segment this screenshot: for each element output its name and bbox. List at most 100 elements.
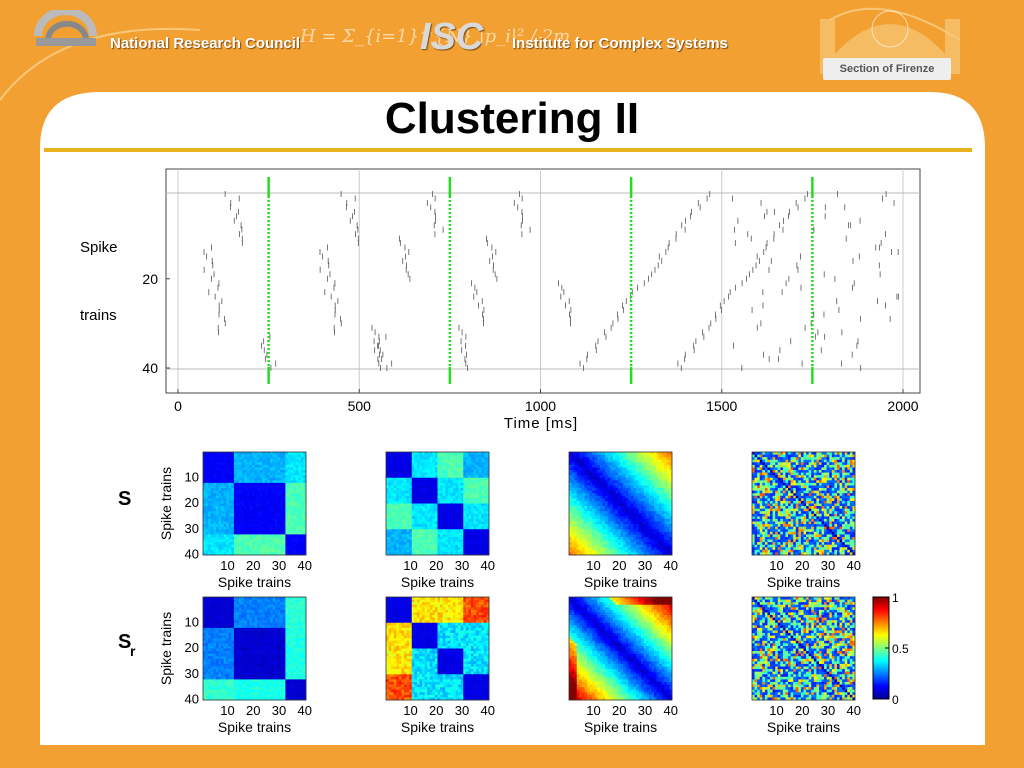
heatmap-cell [218,467,222,471]
heatmap-cell [450,542,454,546]
heatmap-cell [264,457,268,461]
heatmap-cell [468,547,472,551]
heatmap-cell [416,503,420,507]
heatmap-cell [287,498,291,502]
heatmap-cell [447,536,451,540]
heatmap-cell [445,534,449,538]
heatmap-cell [635,518,639,522]
heatmap-cell [592,534,596,538]
heatmap-cell [571,467,575,471]
heatmap-cell [290,542,294,546]
heatmap-cell [262,490,266,494]
heatmap-cell [478,518,482,522]
heatmap-cell [623,503,626,507]
heatmap-cell [293,500,297,504]
heatmap-cell [228,516,232,520]
heatmap-cell [215,539,219,543]
heatmap-cell [388,454,392,458]
heatmap-cell [290,490,294,494]
heatmap-cell [203,536,206,540]
heatmap-cell [416,500,420,504]
heatmap-cell [300,457,304,461]
heatmap-cell [656,493,660,497]
heatmap-cell [303,539,307,543]
heatmap-cell [465,511,469,515]
heatmap-cell [476,498,480,502]
heatmap-cell [205,549,209,553]
heatmap-cell [473,536,477,540]
heatmap-cell [203,516,206,520]
heatmap-cell [277,454,281,458]
heatmap-cell [648,516,652,520]
heatmap-cell [269,459,273,463]
heatmap-cell [458,539,461,543]
heatmap-cell [396,485,400,489]
heatmap-cell [625,529,629,533]
heatmap-cell [605,511,608,515]
heatmap-cell [669,459,673,463]
heatmap-cell [581,506,585,509]
heatmap-cell [450,552,454,556]
heatmap-cell [447,470,451,473]
heatmap-cell [594,513,598,517]
heatmap-cell [272,485,276,489]
heatmap-cell [465,490,469,494]
heatmap-cell [612,536,616,540]
heatmap-cell [445,488,449,491]
heatmap-cell [404,534,407,538]
heatmap-cell [442,534,446,538]
heatmap-cell [452,457,456,461]
heatmap-cell [401,495,405,499]
heatmap-cell [599,495,603,499]
heatmap-cell [465,516,469,520]
heatmap-cell [599,529,603,533]
heatmap-cell [285,521,289,525]
heatmap-cell [432,536,436,540]
heatmap-cell [581,529,585,533]
heatmap-cell [272,472,276,476]
heatmap-cell [447,464,451,468]
heatmap-cell [205,454,209,458]
heatmap-cell [233,549,237,553]
heatmap-cell [437,457,441,461]
heatmap-cell [458,480,461,484]
heatmap-cell [282,521,286,525]
heatmap-cell [623,459,626,463]
heatmap-cell [388,506,392,509]
heatmap-cell [669,472,673,476]
heatmap-cell [455,524,459,527]
heatmap-cell [386,531,389,535]
heatmap-cell [259,516,263,520]
heatmap-cell [231,459,235,463]
heatmap-cell [641,454,644,458]
heatmap-cell [391,459,395,463]
heatmap-cell [641,531,644,535]
heatmap-cell [249,457,253,461]
heatmap-cell [615,526,619,530]
heatmap-cell [607,513,611,517]
heatmap-cell [661,470,665,473]
heatmap-cell [416,518,420,522]
heatmap-cell [610,526,614,530]
heatmap-cell [486,490,490,494]
heatmap-cell [409,490,413,494]
heatmap-cell [221,518,224,522]
heatmap-cell [630,472,634,476]
heatmap-cell [244,493,248,497]
heatmap-cell [623,482,626,486]
heatmap-cell [463,544,467,548]
heatmap-cell [615,531,619,535]
heatmap-cell [215,513,219,517]
heatmap-cell [257,547,260,551]
heatmap-cell [450,513,454,517]
heatmap-cell [262,485,266,489]
heatmap-cell [628,506,632,509]
heatmap-cell [589,518,593,522]
heatmap-cell [661,488,665,491]
heatmap-cell [447,506,451,509]
heatmap-cell [236,529,240,533]
heatmap-cell [409,480,413,484]
heatmap-cell [269,475,273,479]
heatmap-cell [599,516,603,520]
heatmap-cell [432,521,436,525]
